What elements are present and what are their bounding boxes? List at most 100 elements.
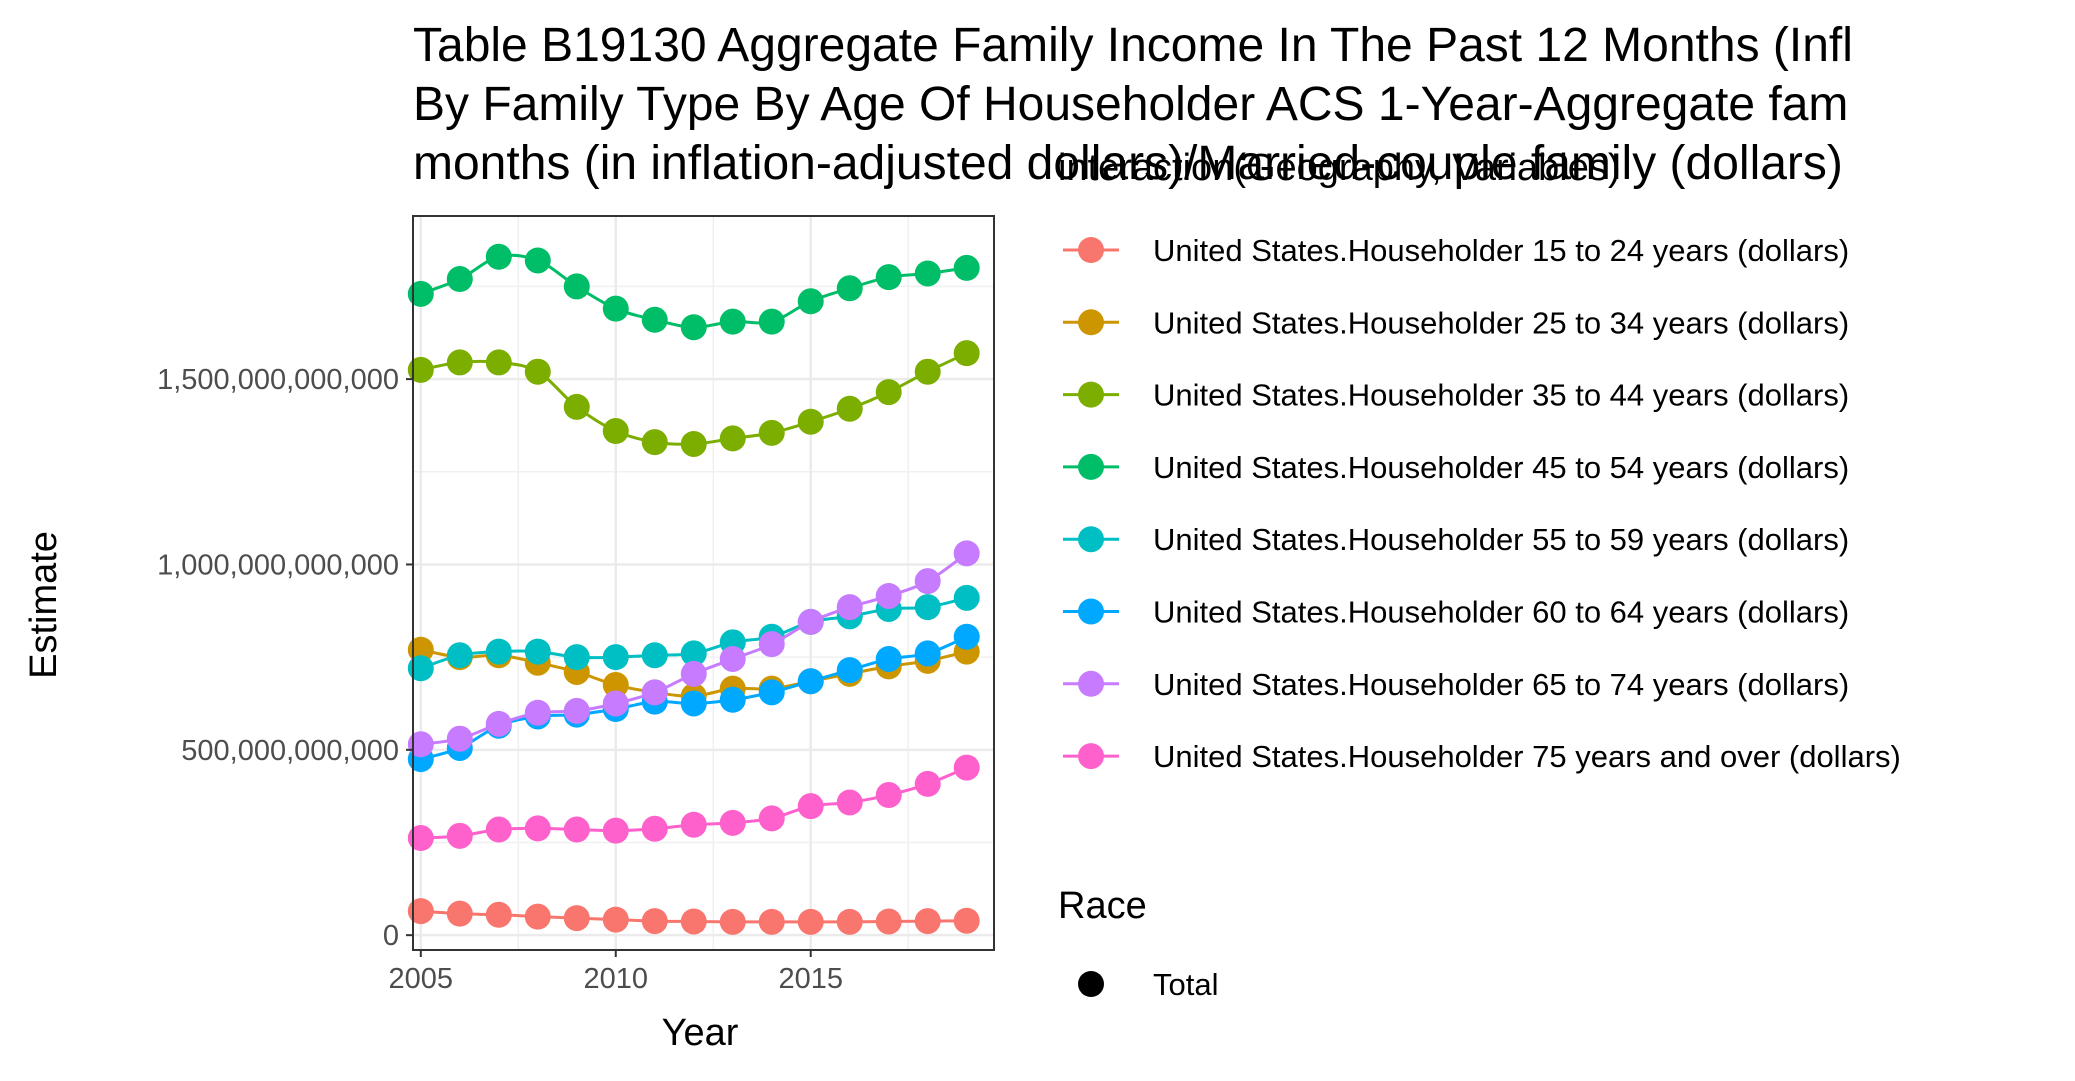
data-point: [914, 770, 941, 797]
series-layer: [407, 243, 980, 935]
data-point: [524, 699, 551, 726]
data-point: [485, 349, 512, 376]
legend: interaction(Geography, Variables) United …: [1058, 147, 1901, 1002]
data-point: [485, 638, 512, 665]
legend-key-point: [1078, 670, 1104, 697]
data-point: [758, 908, 785, 935]
data-point: [797, 608, 824, 635]
legend-label: United States.Householder 65 to 74 years…: [1153, 667, 1849, 702]
data-point: [602, 295, 629, 322]
series-4: [407, 243, 980, 341]
data-point: [407, 636, 434, 663]
data-point: [719, 809, 746, 836]
series-1: [407, 898, 980, 935]
data-point: [719, 908, 746, 935]
data-point: [680, 640, 707, 667]
data-point: [602, 690, 629, 717]
data-point: [524, 903, 551, 930]
legend-color-group: interaction(Geography, Variables) United …: [1058, 147, 1901, 774]
data-point: [602, 644, 629, 671]
data-point: [953, 540, 980, 567]
y-tick-label: 1,000,000,000,000: [157, 549, 399, 581]
data-point: [680, 908, 707, 935]
legend-item: United States.Householder 65 to 74 years…: [1063, 667, 1849, 702]
data-point: [680, 660, 707, 687]
data-point: [836, 657, 863, 684]
legend-label: United States.Householder 75 years and o…: [1153, 739, 1901, 774]
data-point: [914, 358, 941, 385]
data-point: [524, 815, 551, 842]
chart-title-line-2: By Family Type By Age Of Householder ACS…: [413, 78, 1848, 131]
data-point: [602, 817, 629, 844]
data-point: [836, 594, 863, 621]
data-point: [641, 429, 668, 456]
data-point: [485, 243, 512, 270]
legend-shape-label: Total: [1153, 967, 1218, 1002]
series-8: [407, 754, 980, 852]
data-point: [407, 898, 434, 925]
data-point: [953, 584, 980, 611]
legend-shape-item: Total: [1078, 967, 1218, 1002]
data-point: [524, 358, 551, 385]
chart-title-line-3: months (in inflation-adjusted dollars)/M…: [413, 137, 1843, 190]
major-grid: [413, 216, 994, 950]
data-point: [485, 816, 512, 843]
data-point: [446, 642, 473, 669]
legend-label: United States.Householder 35 to 44 years…: [1153, 378, 1849, 413]
data-point: [641, 815, 668, 842]
data-point: [797, 668, 824, 695]
y-axis: 0 500,000,000,000 1,000,000,000,000 1,500,0…: [157, 364, 413, 952]
data-point: [719, 645, 746, 672]
data-point: [836, 908, 863, 935]
legend-key-point: [1078, 453, 1104, 480]
data-point: [407, 356, 434, 383]
data-point: [641, 679, 668, 706]
data-point: [758, 679, 785, 706]
data-point: [485, 710, 512, 737]
legend-shape-point: [1078, 971, 1104, 997]
plot-panel: [407, 215, 995, 951]
data-point: [758, 419, 785, 446]
data-point: [875, 379, 902, 406]
legend-key-point: [1078, 526, 1104, 553]
legend-item: United States.Householder 60 to 64 years…: [1063, 595, 1849, 630]
chart-title-line-1: Table B19130 Aggregate Family Income In …: [413, 19, 1853, 72]
data-point: [797, 908, 824, 935]
legend-item: United States.Householder 35 to 44 years…: [1063, 378, 1849, 413]
data-point: [680, 690, 707, 717]
x-tick-label: 2010: [584, 963, 649, 995]
legend-item: United States.Householder 45 to 54 years…: [1063, 450, 1849, 485]
panel-border: [412, 215, 995, 951]
data-point: [602, 671, 629, 698]
legend-key-point: [1078, 598, 1104, 625]
legend-label: United States.Householder 60 to 64 years…: [1153, 595, 1849, 630]
data-point: [563, 393, 590, 420]
data-point: [875, 908, 902, 935]
legend-item: United States.Householder 15 to 24 years…: [1063, 233, 1849, 268]
data-point: [758, 308, 785, 335]
data-point: [875, 645, 902, 672]
data-point: [563, 697, 590, 724]
data-point: [563, 905, 590, 932]
data-point: [446, 725, 473, 752]
data-point: [680, 811, 707, 838]
data-point: [875, 582, 902, 609]
data-point: [524, 247, 551, 274]
data-point: [485, 901, 512, 928]
legend-key-point: [1078, 237, 1104, 263]
legend-label: United States.Householder 15 to 24 years…: [1153, 233, 1849, 268]
data-point: [446, 266, 473, 293]
data-point: [875, 782, 902, 809]
y-tick-label: 0: [383, 920, 399, 952]
data-point: [407, 655, 434, 682]
data-point: [719, 425, 746, 452]
data-point: [680, 430, 707, 457]
data-point: [953, 754, 980, 781]
data-point: [719, 686, 746, 713]
x-tick-label: 2015: [778, 963, 843, 995]
legend-key-point: [1078, 743, 1104, 770]
y-tick-label: 1,500,000,000,000: [157, 364, 399, 396]
data-point: [797, 793, 824, 820]
data-point: [953, 623, 980, 650]
